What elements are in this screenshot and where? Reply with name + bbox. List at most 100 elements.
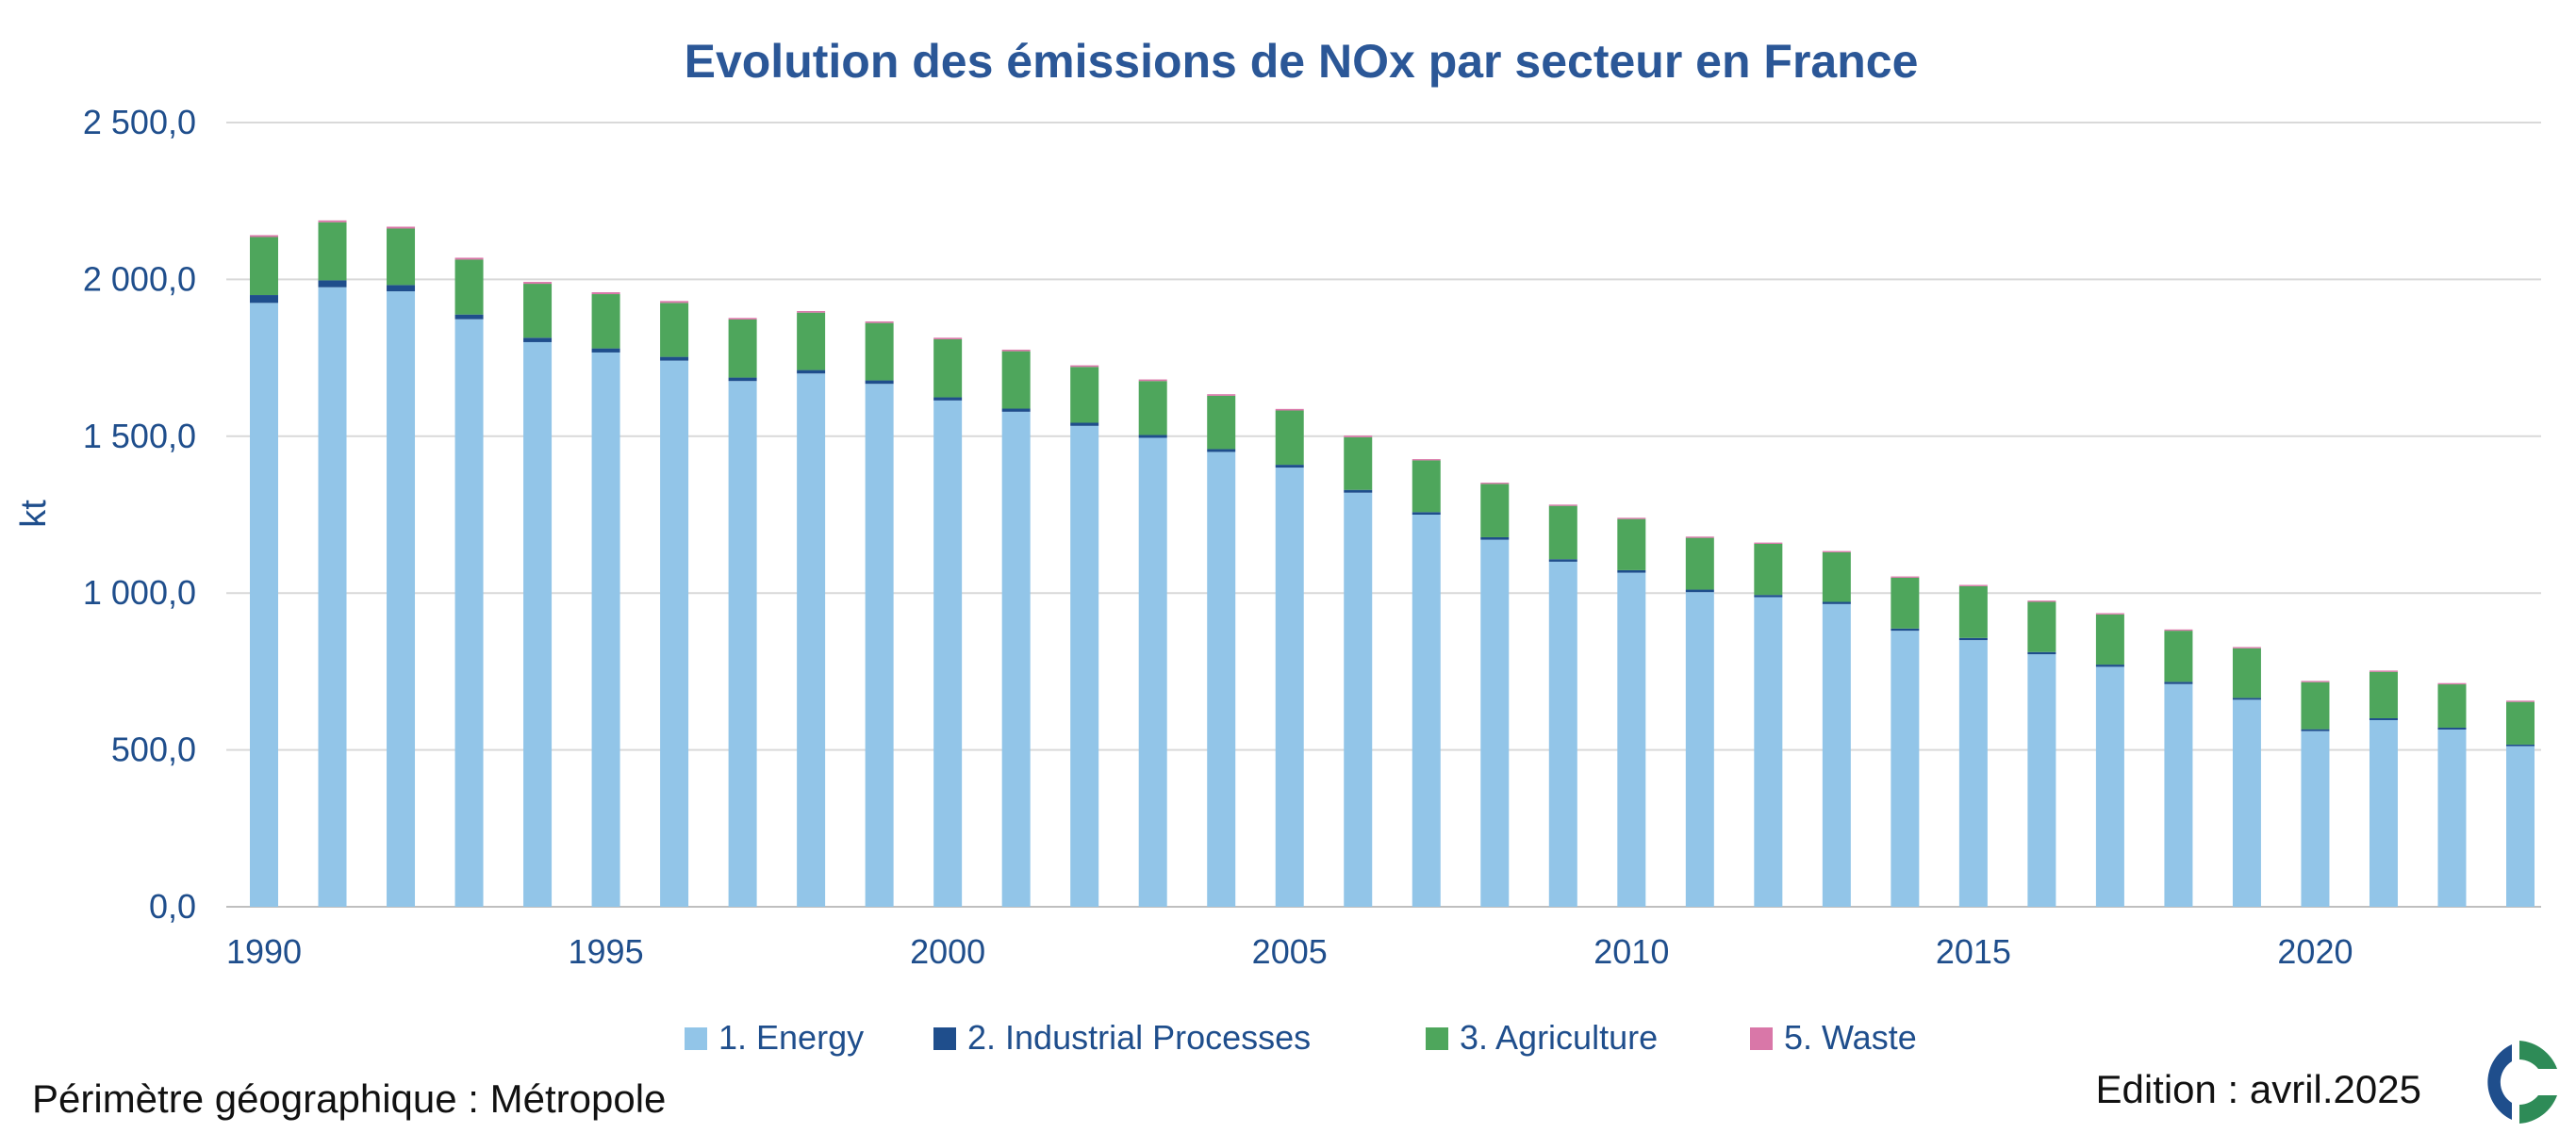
bar-segment: [2437, 727, 2467, 730]
bar-segment: [1685, 592, 1714, 907]
y-tick-label: 1 500,0: [83, 417, 196, 455]
bar-segment: [2164, 631, 2193, 682]
bar-segment: [1070, 367, 1099, 423]
bar-segment: [1207, 394, 1236, 396]
bar-segment: [1275, 408, 1304, 411]
bar-segment: [660, 301, 689, 304]
y-tick-label: 2 500,0: [83, 103, 196, 141]
bar-segment: [318, 222, 347, 281]
bar-segment: [1754, 542, 1783, 544]
bar-segment: [1754, 543, 1783, 596]
bar-segment: [865, 384, 894, 907]
bar-segment: [2301, 729, 2330, 731]
bar-segment: [2301, 681, 2330, 730]
bar-segment: [933, 397, 963, 401]
bar-segment: [387, 291, 416, 907]
bar-segment: [1070, 365, 1099, 368]
citepa-logo: [2487, 1041, 2557, 1124]
bar-segment: [1548, 504, 1577, 506]
bar-segment: [660, 303, 689, 357]
legend-swatch: [933, 1027, 956, 1050]
bar-segment: [797, 311, 826, 313]
bar-segment: [2506, 746, 2535, 907]
bar-segment: [2232, 699, 2261, 907]
bar-segment: [728, 319, 757, 378]
bar-segment: [250, 295, 278, 304]
bar-segment: [318, 280, 347, 287]
bar-segment: [2027, 600, 2056, 602]
bar-segment: [387, 228, 416, 286]
bar-segment: [1207, 395, 1236, 450]
bar-segment: [1548, 505, 1577, 560]
bar-segment: [2027, 651, 2056, 655]
bar-segment: [1891, 576, 1920, 578]
bar-segment: [1891, 577, 1920, 629]
bar-segment: [933, 400, 963, 907]
bar-segment: [454, 314, 484, 320]
x-tick-label: 2010: [1593, 932, 1669, 971]
bar-segment: [1617, 518, 1646, 570]
bar-segment: [1138, 379, 1167, 382]
bar-segment: [1617, 569, 1646, 573]
bar-segment: [1001, 351, 1031, 409]
bar-segment: [933, 338, 963, 398]
legend-swatch: [1426, 1027, 1448, 1050]
bar-segment: [1685, 537, 1714, 590]
bar-segment: [797, 373, 826, 907]
bar-segment: [1958, 584, 1988, 586]
bar-segment: [1822, 551, 1851, 602]
bar-segment: [387, 226, 416, 229]
bar-segment: [1617, 517, 1646, 519]
bar-segment: [1138, 381, 1167, 435]
bar-segment: [728, 318, 757, 320]
bar-segment: [1891, 631, 1920, 907]
bar-segment: [1412, 459, 1441, 461]
bar-segment: [2437, 729, 2467, 907]
bar-segment: [1070, 422, 1099, 426]
y-tick-label: 500,0: [111, 731, 196, 769]
bar-segment: [1001, 408, 1031, 412]
bar-segment: [2232, 698, 2261, 700]
bar-segment: [1685, 589, 1714, 593]
x-tick-label: 2005: [1252, 932, 1328, 971]
bar-segment: [523, 284, 553, 338]
bar-segment: [1344, 436, 1373, 490]
legend-swatch: [685, 1027, 707, 1050]
bar-segment: [1958, 637, 1988, 641]
logo-arc-blue: [2487, 1044, 2512, 1120]
bar-segment: [1822, 550, 1851, 552]
bar-segment: [1891, 628, 1920, 632]
bar-segment: [1412, 460, 1441, 513]
bar-segment: [387, 285, 416, 292]
x-tick-label: 2015: [1936, 932, 2011, 971]
legend: 1. Energy 2. Industrial Processes 3. Agric…: [685, 1018, 1917, 1057]
bar-segment: [2164, 683, 2193, 907]
bar-segment: [728, 381, 757, 908]
bar-segment: [2095, 614, 2124, 665]
bar-segment: [1754, 595, 1783, 598]
bar-segment: [2027, 654, 2056, 907]
bar-segment: [250, 237, 278, 296]
bar-segment: [933, 337, 963, 339]
bar-segment: [1070, 425, 1099, 907]
bar-segment: [318, 220, 347, 222]
bar-segment: [2437, 682, 2467, 685]
bar-segment: [1275, 465, 1304, 468]
bar-segment: [1344, 492, 1373, 907]
bar-segment: [1548, 561, 1577, 907]
bar-segment: [1480, 539, 1510, 907]
bar-segment: [2301, 731, 2330, 907]
x-tick-label: 1995: [569, 932, 644, 971]
bar-segment: [2164, 629, 2193, 632]
bar-segment: [1480, 483, 1510, 484]
logo-arc-green: [2519, 1041, 2557, 1069]
bar-segment: [1958, 585, 1988, 638]
bar-segment: [2369, 670, 2398, 672]
bar-segment: [797, 312, 826, 370]
bar-segment: [1207, 449, 1236, 452]
bar-segment: [1822, 601, 1851, 604]
bar-segment: [1207, 452, 1236, 907]
bar-segment: [728, 377, 757, 382]
bar-segment: [1754, 597, 1783, 907]
legend-swatch: [1750, 1027, 1773, 1050]
